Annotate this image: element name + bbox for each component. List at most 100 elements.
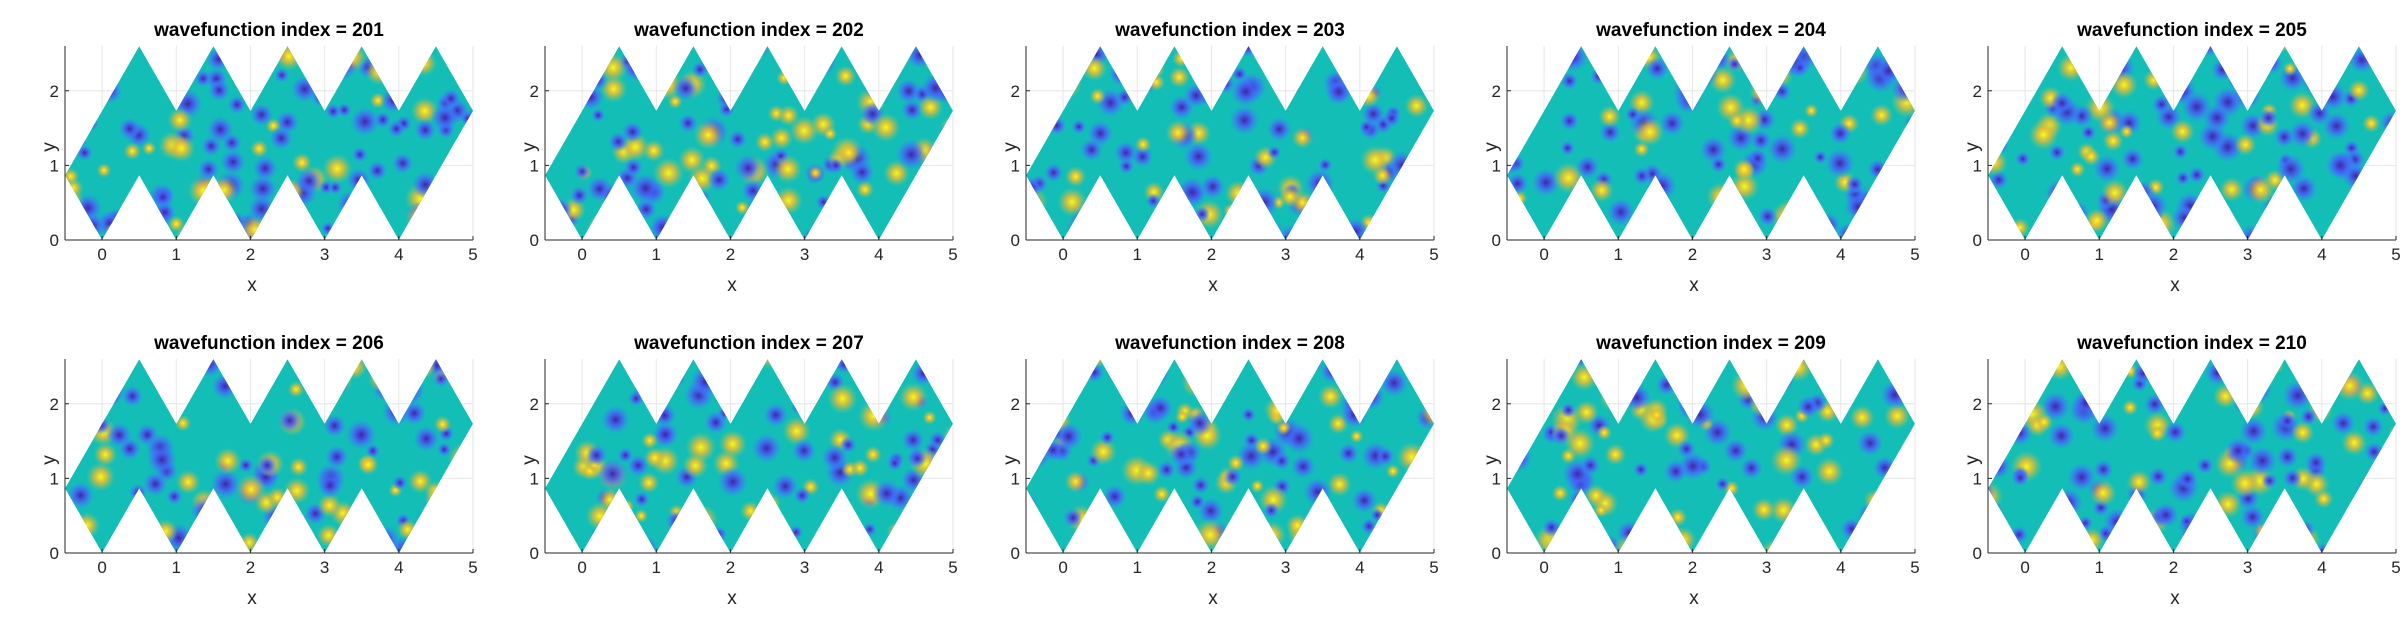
heatmap-peak xyxy=(65,46,85,69)
heatmap-peak xyxy=(545,502,555,533)
heatmap-peak xyxy=(322,153,353,184)
heatmap-peak xyxy=(73,512,101,539)
heatmap-peak xyxy=(2079,527,2105,553)
heatmap-peak xyxy=(1026,64,1041,85)
heatmap-trough xyxy=(351,146,368,163)
heatmap-peak xyxy=(119,214,143,238)
heatmap-trough xyxy=(1168,441,1194,467)
heatmap-trough xyxy=(927,364,944,381)
heatmap-trough xyxy=(432,370,450,388)
heatmap-trough xyxy=(2015,151,2031,167)
heatmap-peak xyxy=(545,359,553,379)
heatmap-peak xyxy=(2278,202,2309,233)
heatmap-peak xyxy=(458,524,473,542)
x-tick-label: 5 xyxy=(948,558,957,577)
heatmap-trough xyxy=(1320,506,1341,527)
heatmap-trough xyxy=(1421,484,1434,508)
heatmap-trough xyxy=(1796,395,1820,419)
y-tick-label: 1 xyxy=(530,156,539,175)
x-tick-label: 0 xyxy=(2020,245,2029,264)
x-tick-label: 1 xyxy=(1614,245,1623,264)
heatmap-trough xyxy=(2246,377,2273,404)
heatmap-peak xyxy=(1152,485,1171,503)
heatmap-trough xyxy=(1079,138,1104,162)
heatmap-trough xyxy=(806,541,824,553)
heatmap-peak xyxy=(2119,124,2134,139)
heatmap-peak xyxy=(937,183,953,213)
wavefunction-heatmap xyxy=(1507,46,1915,240)
heatmap-trough xyxy=(2072,389,2100,417)
heatmap-trough xyxy=(1043,163,1064,183)
y-axis-label: y xyxy=(1962,142,1983,152)
heatmap-trough xyxy=(416,508,439,532)
heatmap-trough xyxy=(1102,484,1127,509)
heatmap-trough xyxy=(1890,185,1906,201)
y-tick-label: 2 xyxy=(1973,395,1982,414)
heatmap-trough xyxy=(569,186,589,205)
x-axis-label: x xyxy=(727,588,737,609)
heatmap-trough xyxy=(2273,126,2295,148)
heatmap-trough xyxy=(2171,204,2198,231)
heatmap-peak xyxy=(2253,522,2272,541)
heatmap-peak xyxy=(1599,381,1630,413)
x-tick-label: 4 xyxy=(2317,558,2326,577)
heatmap-trough xyxy=(65,370,85,392)
heatmap-peak xyxy=(773,154,803,184)
heatmap-trough xyxy=(106,422,132,448)
heatmap-trough xyxy=(433,541,452,553)
heatmap-trough xyxy=(227,95,247,115)
heatmap-trough xyxy=(472,191,473,207)
chart-panel-203: wavefunction index = 203 0 1 2 3 4 5 0 1 2 x y xyxy=(1000,20,1439,296)
heatmap-trough xyxy=(1633,461,1649,478)
heatmap-peak xyxy=(1057,187,1087,217)
x-tick-label: 3 xyxy=(800,245,809,264)
heatmap-trough xyxy=(1659,110,1686,137)
x-tick-label: 0 xyxy=(1058,245,1067,264)
heatmap-trough xyxy=(943,184,953,216)
heatmap-trough xyxy=(1248,187,1280,218)
heatmap-trough xyxy=(430,103,460,133)
heatmap-trough xyxy=(1063,507,1083,528)
heatmap-trough xyxy=(2175,170,2191,186)
x-tick-label: 1 xyxy=(172,245,181,264)
heatmap-peak xyxy=(653,359,679,384)
heatmap-trough xyxy=(2354,477,2383,506)
y-axis-label: y xyxy=(39,455,60,465)
x-tick-label: 4 xyxy=(1836,245,1845,264)
heatmap-trough xyxy=(65,103,78,120)
x-tick-label: 2 xyxy=(726,245,735,264)
heatmap-peak xyxy=(1598,105,1621,128)
y-tick-label: 1 xyxy=(1011,469,1020,488)
heatmap-trough xyxy=(1856,429,1884,457)
heatmap-peak xyxy=(545,507,558,526)
heatmap-peak xyxy=(1777,197,1808,229)
heatmap-peak xyxy=(214,447,242,475)
chart-panel-205: wavefunction index = 205 0 1 2 3 4 5 0 1 2 x y xyxy=(1962,20,2401,296)
x-axis-label: x xyxy=(727,275,737,296)
heatmap-peak xyxy=(292,152,312,173)
heatmap-trough xyxy=(206,46,231,72)
heatmap-trough xyxy=(834,359,854,374)
y-tick-label: 1 xyxy=(1492,156,1501,175)
heatmap-peak xyxy=(324,365,353,394)
heatmap-trough xyxy=(327,54,356,82)
x-tick-label: 0 xyxy=(1058,558,1067,577)
heatmap-peak xyxy=(1604,443,1627,466)
heatmap-trough xyxy=(1684,51,1716,83)
heatmap-trough xyxy=(2103,507,2132,536)
heatmap-trough xyxy=(1693,46,1720,69)
heatmap-peak xyxy=(1086,359,1108,368)
heatmap-trough xyxy=(1766,133,1798,165)
heatmap-peak xyxy=(1147,73,1166,92)
heatmap-trough xyxy=(320,221,335,236)
y-tick-label: 2 xyxy=(530,395,539,414)
heatmap-trough xyxy=(2009,525,2029,544)
heatmap-trough xyxy=(1988,523,2010,548)
heatmap-trough xyxy=(600,405,631,435)
heatmap-peak xyxy=(1549,359,1573,371)
heatmap-trough xyxy=(1233,225,1260,240)
heatmap-trough xyxy=(1859,535,1879,553)
heatmap-peak xyxy=(2156,59,2180,84)
heatmap-peak xyxy=(1146,60,1165,79)
heatmap-trough xyxy=(1655,374,1677,396)
